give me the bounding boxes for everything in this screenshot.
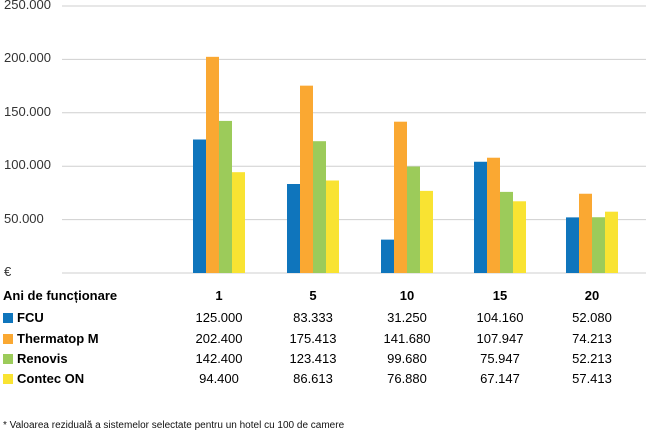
bar-contec-on [605,211,618,273]
bar-thermatop-m [394,121,407,273]
series-name: Contec ON [17,371,85,386]
bar-thermatop-m [487,157,500,273]
bar-contec-on [232,172,245,273]
table-cell: 86.613 [293,371,333,386]
series-name: FCU [17,310,44,325]
table-cell: 141.680 [383,331,431,346]
table-cell: 52.080 [572,310,612,325]
table-cell: 125.000 [195,310,243,325]
legend-swatch [3,374,13,384]
table-cell: 52.213 [572,351,612,366]
table-cell: 123.413 [289,351,337,366]
y-tick-label: € [4,264,12,279]
bar-fcu [287,184,300,273]
table-cell: 75.947 [480,351,520,366]
bar-thermatop-m [300,85,313,274]
table-cell: 202.400 [195,331,243,346]
table-cell: 104.160 [476,310,524,325]
category-label: 1 [215,288,223,303]
data-table-header: Ani de funcționare 1 5 10 15 20 [0,287,653,307]
table-cell: 175.413 [289,331,337,346]
table-cell: 74.213 [572,331,612,346]
bar-renovis [219,120,232,273]
category-label: 15 [492,288,508,303]
category-label: 5 [309,288,317,303]
table-cell: 31.250 [387,310,427,325]
y-tick-label: 50.000 [4,210,44,226]
bar-contec-on [513,201,526,273]
table-cell: 99.680 [387,351,427,366]
bar-thermatop-m [579,193,592,273]
table-cell: 83.333 [293,310,333,325]
table-cell: 76.880 [387,371,427,386]
y-tick-label: 200.000 [4,50,51,66]
table-cell: 142.400 [195,351,243,366]
table-row: Renovis 142.400 123.413 99.680 75.947 52.213 [0,350,653,370]
bar-renovis [592,217,605,273]
bar-contec-on [326,180,339,273]
bar-contec-on [420,190,433,273]
table-cell: 67.147 [480,371,520,386]
y-tick-label: 150.000 [4,103,51,119]
footnote: * Valoarea reziduală a sistemelor select… [3,420,345,431]
category-label: 20 [584,288,600,303]
bar-renovis [407,166,420,273]
table-row: Contec ON 94.400 86.613 76.880 67.147 57.413 [0,370,653,390]
table-cell: 94.400 [199,371,239,386]
legend-swatch [3,313,13,323]
x-axis-header: Ani de funcționare [3,288,118,303]
bar-renovis [313,141,326,273]
category-label: 10 [399,288,415,303]
legend-swatch [3,354,13,364]
series-name: Renovis [17,351,68,366]
bar-fcu [381,239,394,273]
bar-thermatop-m [206,56,219,274]
table-row: Thermatop M 202.400 175.413 141.680 107.947 7… [0,330,653,350]
table-cell: 57.413 [572,371,612,386]
bar-renovis [500,191,513,273]
bar-fcu [193,139,206,273]
legend-swatch [3,334,13,344]
table-row: FCU 125.000 83.333 31.250 104.160 52.080 [0,309,653,329]
y-tick-label: 100.000 [4,157,51,173]
series-name: Thermatop M [17,331,99,346]
bar-fcu [474,161,487,273]
table-cell: 107.947 [476,331,524,346]
bar-fcu [566,217,579,273]
y-tick-label: 250.000 [4,0,51,12]
